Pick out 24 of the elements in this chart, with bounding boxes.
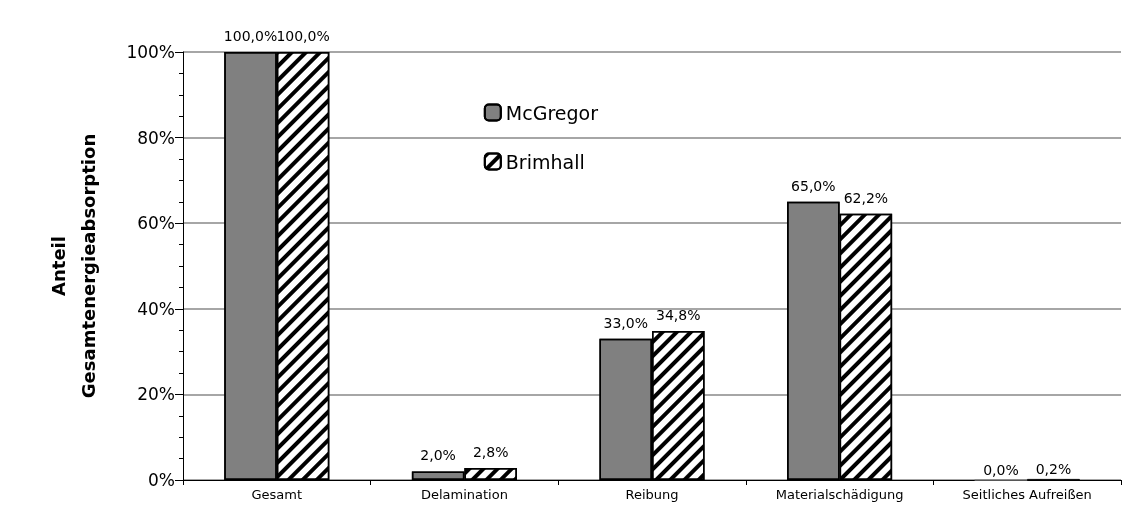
x-tick-label: Delamination xyxy=(420,487,508,502)
data-label: 0,2% xyxy=(1035,461,1072,478)
data-label: 0,0% xyxy=(983,461,1019,478)
data-label: 65,0% xyxy=(791,177,836,194)
y-axis-title: Anteil Gesamtenergieabsorption xyxy=(47,133,99,399)
legend-label: McGregor xyxy=(505,101,599,124)
x-tick-label: Seitliches Aufreißen xyxy=(962,487,1092,502)
data-label: 33,0% xyxy=(603,314,648,331)
legend-label: Brimhall xyxy=(505,150,585,173)
y-tick-label: 60% xyxy=(137,213,175,234)
y-tick-label: 20% xyxy=(137,384,175,405)
y-tick-label: 100% xyxy=(126,42,175,62)
data-label: 2,8% xyxy=(472,444,509,461)
data-label: 62,2% xyxy=(843,189,889,206)
data-label: 34,8% xyxy=(656,307,701,324)
data-label: 100,0% xyxy=(223,28,278,44)
data-label: 100,0% xyxy=(276,28,330,44)
x-tick-label: Gesamt xyxy=(251,487,303,502)
x-tick-label: Reibung xyxy=(625,487,679,502)
y-tick-label: 0% xyxy=(148,470,175,490)
data-label: 2,0% xyxy=(420,447,456,464)
y-tick-label: 40% xyxy=(137,298,175,319)
x-tick-label: Materialschädigung xyxy=(775,487,904,502)
y-tick-label: 80% xyxy=(137,127,175,148)
